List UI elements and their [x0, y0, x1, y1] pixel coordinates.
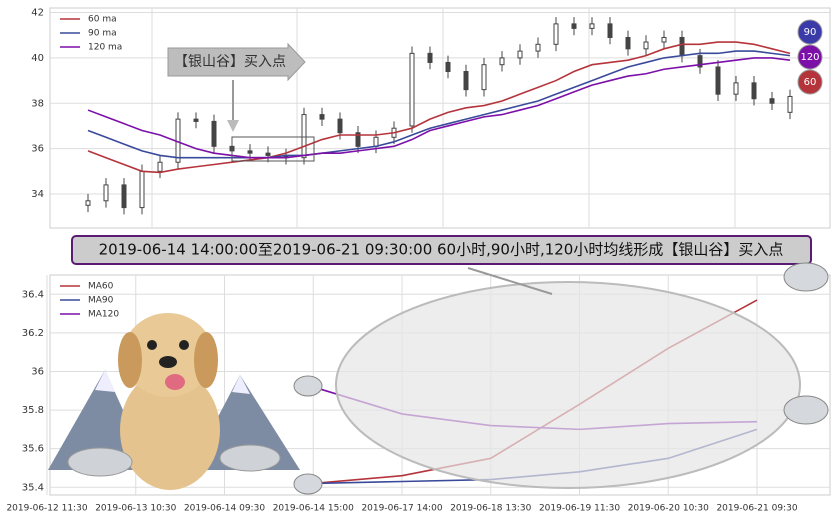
candle-body [787, 95, 793, 113]
y-tick-label: 35.4 [22, 482, 44, 493]
banner-text: 2019-06-14 14:00:00至2019-06-21 09:30:00 … [99, 241, 784, 259]
candle-body [211, 120, 217, 147]
legend-label: MA90 [88, 296, 114, 306]
candle-body [751, 82, 757, 100]
candle-body [247, 150, 253, 154]
candle-body [517, 50, 523, 59]
candle-body [697, 55, 703, 68]
candle-body [553, 23, 559, 45]
candle-body [607, 23, 613, 38]
x-tick-label: 2019-06-14 15:00 [273, 504, 354, 514]
y-tick-label: 36 [31, 144, 44, 155]
legend-label: 60 ma [88, 15, 117, 25]
candle-body [661, 36, 667, 43]
candle-body [769, 98, 775, 104]
ma-line [87, 57, 791, 159]
y-tick-label: 35.6 [22, 444, 44, 455]
candle-body [589, 23, 595, 29]
candle-body [679, 36, 685, 57]
y-tick-label: 34 [31, 189, 44, 200]
badge [797, 44, 823, 70]
x-tick-label: 2019-06-12 11:30 [6, 504, 87, 514]
badge-label: 90 [804, 27, 817, 38]
y-tick-label: 36 [31, 366, 44, 377]
candle-body [463, 71, 469, 91]
candle-body [373, 136, 379, 147]
badge [797, 19, 823, 45]
badge-label: 60 [804, 77, 817, 88]
ma-line [87, 41, 791, 174]
candle-body [715, 66, 721, 95]
y-tick-label: 40 [31, 53, 44, 64]
y-tick-label: 42 [31, 8, 44, 19]
legend-label: MA60 [88, 282, 114, 292]
top-x-grid [151, 8, 736, 228]
legend-label: MA120 [88, 310, 119, 320]
candle-body [481, 64, 487, 91]
y-tick-label: 36.4 [22, 289, 44, 300]
banner [71, 235, 812, 265]
ma-line [87, 50, 791, 159]
candle-body [85, 200, 91, 206]
candle-body [427, 52, 433, 63]
legend-label: 120 ma [88, 43, 122, 53]
arrow-head [227, 120, 239, 132]
candle-body [409, 52, 415, 127]
x-tick-label: 2019-06-17 14:00 [361, 504, 442, 514]
candle-body [535, 43, 541, 52]
candle-body [625, 36, 631, 50]
x-tick-label: 2019-06-14 09:30 [184, 504, 265, 514]
badge [797, 69, 823, 95]
candle-body [643, 41, 649, 50]
candle-body [139, 170, 145, 209]
candle-body [445, 61, 451, 73]
candle-body [337, 118, 343, 134]
candle-body [571, 23, 577, 29]
x-tick-label: 2019-06-21 09:30 [716, 504, 797, 514]
arrow-label-box [167, 42, 306, 82]
candle-body [157, 161, 163, 172]
candle-body [499, 57, 505, 66]
badge-label: 120 [800, 52, 819, 63]
buy-point-label: 【银山谷】买入点 [174, 54, 286, 70]
x-tick-label: 2019-06-18 13:30 [450, 504, 531, 514]
top-plot-frame [49, 7, 831, 229]
y-tick-label: 38 [31, 98, 44, 109]
x-tick-label: 2019-06-20 10:30 [628, 504, 709, 514]
candle-body [319, 114, 325, 120]
y-tick-label: 35.8 [22, 405, 44, 416]
candle-body [733, 82, 739, 95]
legend-label: 90 ma [88, 29, 117, 39]
x-tick-label: 2019-06-13 10:30 [95, 504, 176, 514]
candle-body [301, 114, 307, 159]
candle-body [355, 132, 361, 147]
candle-body [121, 184, 127, 209]
decoration [48, 262, 829, 495]
banner-arrow [467, 267, 553, 295]
candle-body [193, 118, 199, 122]
highlight-ellipse [335, 281, 801, 489]
candle-body [103, 184, 109, 202]
y-tick-label: 36.2 [22, 328, 44, 339]
candle-body [265, 152, 271, 156]
x-tick-label: 2019-06-19 11:30 [539, 504, 620, 514]
highlight-box [231, 136, 315, 162]
